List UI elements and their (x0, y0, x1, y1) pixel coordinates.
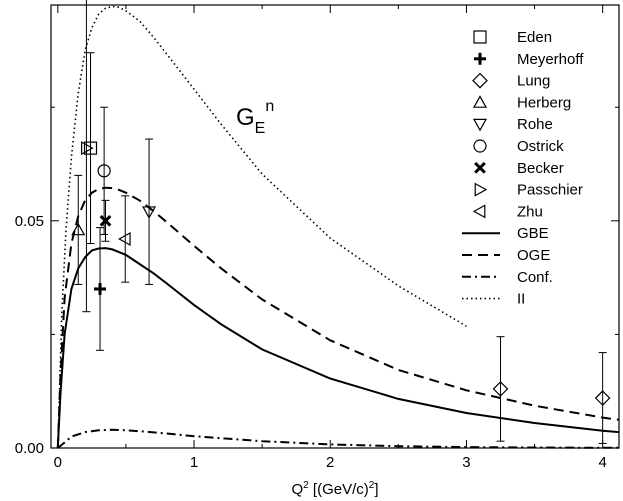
data-point-ostrick (97, 106, 111, 235)
legend-label: Meyerhoff (517, 51, 584, 68)
triangle-up-marker (71, 222, 86, 236)
axes: 0 1 2 3 4 0.00 0.05 (15, 5, 619, 471)
data-points (71, 0, 611, 444)
legend-label: Passchier (517, 182, 583, 199)
legend-item-herberg: Herberg (472, 94, 571, 111)
gen-annotation: GEn (236, 98, 274, 137)
curve-oge (56, 186, 620, 449)
data-point-lung (492, 336, 509, 442)
legend-item-ii: II (462, 291, 525, 308)
legend-label: OGE (517, 247, 550, 264)
legend-label: Eden (517, 29, 552, 46)
cross-marker-b (474, 161, 486, 174)
diamond-marker (594, 390, 611, 406)
legend-label: Becker (517, 160, 564, 177)
legend-item-rohe: Rohe (472, 116, 553, 133)
legend-label: II (517, 291, 525, 308)
data-point-lung (594, 352, 611, 444)
triangle-up-marker (472, 95, 488, 108)
circle-marker (97, 164, 111, 178)
data-point-herberg (71, 174, 86, 285)
curves (56, 5, 620, 449)
curve-gbe (56, 247, 620, 449)
square-marker (473, 30, 487, 44)
x-tick-label: 4 (598, 454, 606, 471)
triangle-left-marker (117, 231, 131, 247)
legend-item-lung: Lung (472, 72, 550, 90)
data-point-eden (83, 52, 98, 245)
x-axis-label: Q2 [(GeV/c)2] (292, 480, 379, 498)
data-point-zhu (117, 195, 131, 283)
x-tick-label: 1 (190, 454, 198, 471)
legend-label: Zhu (517, 203, 543, 220)
x-tick-label: 2 (326, 454, 334, 471)
legend-item-ostrick: Ostrick (473, 138, 564, 155)
legend-label: Conf. (517, 269, 553, 286)
triangle-left-marker (472, 204, 486, 219)
circle-marker (473, 139, 487, 153)
y-tick-label: 0.00 (15, 440, 44, 457)
legend-item-zhu: Zhu (472, 203, 543, 220)
legend-item-gbe: GBE (462, 225, 549, 242)
triangle-down-marker (142, 206, 157, 219)
legend-label: GBE (517, 225, 549, 242)
cross-marker-b (99, 214, 112, 227)
legend-label: Lung (517, 73, 550, 90)
data-point-passchier (81, 0, 94, 313)
legend-item-oge: OGE (462, 247, 550, 264)
legend-label: Herberg (517, 94, 571, 111)
curve-ii (57, 5, 467, 449)
data-point-becker (99, 199, 112, 242)
legend-item-eden: Eden (473, 29, 552, 46)
legend-item-becker: Becker (474, 160, 564, 177)
triangle-right-marker (81, 141, 94, 156)
y-tick-label: 0.05 (15, 213, 44, 230)
diamond-marker (472, 72, 488, 89)
legend-item-meyerhoff: Meyerhoff (474, 51, 584, 68)
triangle-right-marker (474, 182, 488, 197)
x-tick-label: 3 (462, 454, 470, 471)
x-tick-label: 0 (54, 454, 62, 471)
triangle-down-marker (472, 118, 488, 132)
legend-label: Rohe (517, 116, 553, 133)
curve-conf (57, 428, 619, 449)
diamond-marker (492, 381, 509, 397)
square-marker (83, 141, 98, 155)
legend-label: Ostrick (517, 138, 564, 155)
legend-item-passchier: Passchier (474, 182, 583, 199)
legend: Eden Meyerhoff Lung Herberg Rohe Ostrick Becke… (462, 29, 584, 308)
plot-frame (50, 4, 620, 449)
legend-item-conf: Conf. (462, 269, 553, 286)
data-point-rohe (142, 138, 157, 285)
data-point-meyerhoff (94, 227, 107, 351)
